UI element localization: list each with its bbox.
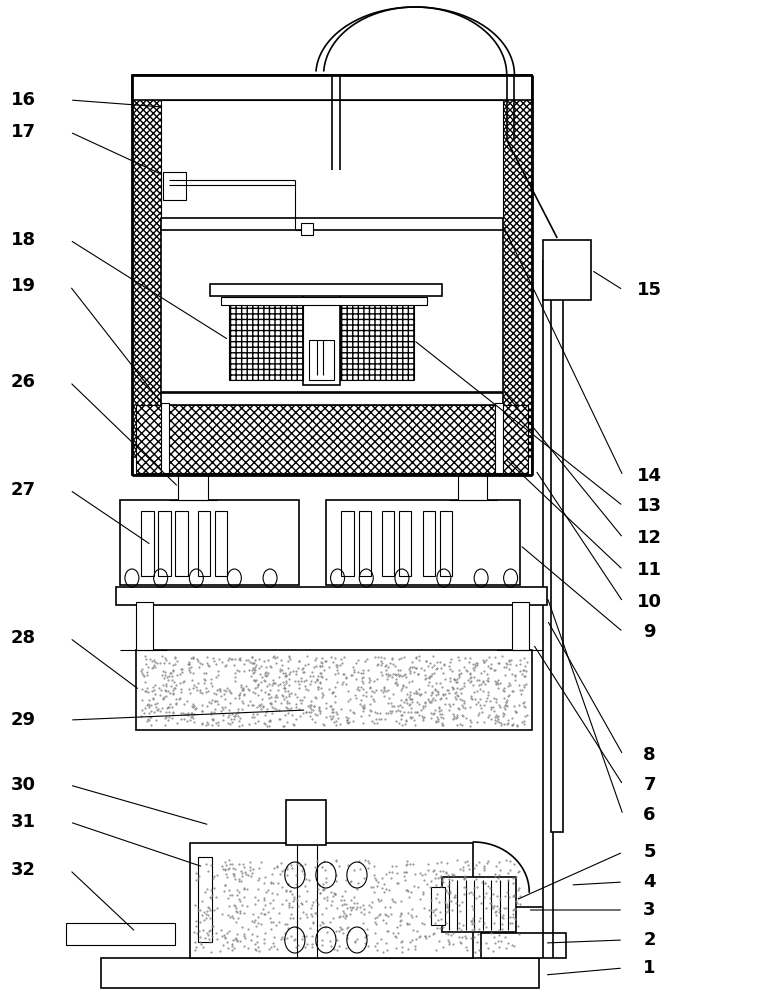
Bar [501,85,532,475]
Text: 4: 4 [643,873,656,891]
Bar [66,923,175,945]
Bar [215,511,227,576]
Bar [442,877,516,932]
Text: 11: 11 [637,561,662,579]
Text: 29: 29 [11,711,36,729]
Bar [161,393,503,405]
Bar [101,958,539,988]
Bar [481,933,566,958]
Bar [198,511,210,576]
Bar [399,511,411,576]
Text: 14: 14 [637,467,662,485]
Text: 6: 6 [643,806,656,824]
Bar [198,857,212,942]
Bar [440,511,452,576]
Text: 32: 32 [11,861,36,879]
Bar [303,290,340,385]
Bar [132,75,532,100]
Bar [551,257,563,832]
Text: 18: 18 [11,231,36,249]
Text: 16: 16 [11,91,36,109]
Bar [120,500,299,585]
Text: 1: 1 [643,959,656,977]
Bar [136,602,153,650]
Bar [136,650,532,730]
Bar [132,457,532,475]
Bar [221,297,427,305]
Text: 26: 26 [11,373,36,391]
Bar [423,511,435,576]
Text: 8: 8 [643,746,656,764]
Text: 19: 19 [11,277,36,295]
Bar [543,240,591,300]
Bar [161,100,503,218]
Text: 27: 27 [11,481,36,499]
Text: 10: 10 [637,593,662,611]
Text: 28: 28 [11,629,36,647]
Bar [210,284,442,296]
Bar [495,403,503,473]
Bar [309,340,334,380]
Bar [161,218,503,230]
Text: 31: 31 [11,813,36,831]
Text: 2: 2 [643,931,656,949]
Text: 13: 13 [637,497,662,515]
Bar [341,511,354,576]
Bar [359,511,371,576]
Text: 3: 3 [643,901,656,919]
Bar [458,475,487,500]
Bar [163,172,186,200]
Text: 15: 15 [637,281,662,299]
Bar [190,843,473,958]
Text: 30: 30 [11,776,36,794]
Text: 9: 9 [643,623,656,641]
Text: 17: 17 [11,123,36,141]
Bar [229,305,303,380]
Bar [326,500,520,585]
Text: 7: 7 [643,776,656,794]
Bar [178,475,208,500]
Bar [301,223,313,235]
Bar [116,587,547,605]
Bar [161,227,503,392]
Bar [340,305,414,380]
Bar [132,85,163,475]
Bar [512,602,529,650]
Bar [141,511,154,576]
Bar [286,800,326,845]
Bar [161,403,169,473]
Bar [382,511,394,576]
Bar [175,511,188,576]
Bar [136,405,528,473]
Bar [158,511,171,576]
Bar [431,887,445,925]
Text: 5: 5 [643,843,656,861]
Text: 12: 12 [637,529,662,547]
